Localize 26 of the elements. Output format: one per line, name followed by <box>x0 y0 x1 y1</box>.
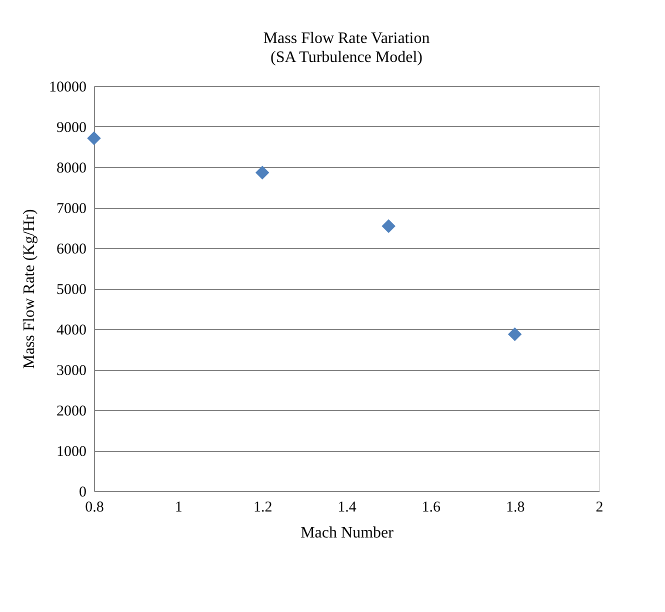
y-tick-label: 9000 <box>56 120 86 136</box>
x-tick-label: 1.8 <box>506 500 525 516</box>
x-tick-label: 1 <box>174 500 182 516</box>
y-tick-label: 7000 <box>56 201 86 217</box>
point <box>382 219 396 234</box>
y-tick-label: 10000 <box>49 80 86 96</box>
chart-subtitle: (SA Turbulence Model) <box>270 49 422 66</box>
y-axis-title: Mass Flow Rate (Kg/Hr) <box>21 209 38 369</box>
x-tick-label: 2 <box>596 500 604 516</box>
y-tick-label: 0 <box>79 484 86 500</box>
x-tick-label: 1.4 <box>338 500 357 516</box>
y-tick-label: 2000 <box>56 404 86 420</box>
x-axis-title: Mach Number <box>300 524 394 542</box>
y-tick-label: 5000 <box>56 282 86 298</box>
point <box>508 327 522 342</box>
point <box>87 131 101 146</box>
y-tick-label: 6000 <box>56 242 86 258</box>
y-tick-label: 8000 <box>56 160 86 176</box>
y-tick-label: 4000 <box>56 322 86 338</box>
chart-title: Mass Flow Rate Variation <box>263 30 430 47</box>
x-tick-label: 1.2 <box>253 500 272 516</box>
point <box>255 166 270 180</box>
x-tick-label: 0.8 <box>85 500 104 516</box>
x-tick-label: 1.6 <box>422 500 442 516</box>
y-tick-label: 3000 <box>56 363 86 379</box>
y-tick-label: 1000 <box>56 444 86 460</box>
